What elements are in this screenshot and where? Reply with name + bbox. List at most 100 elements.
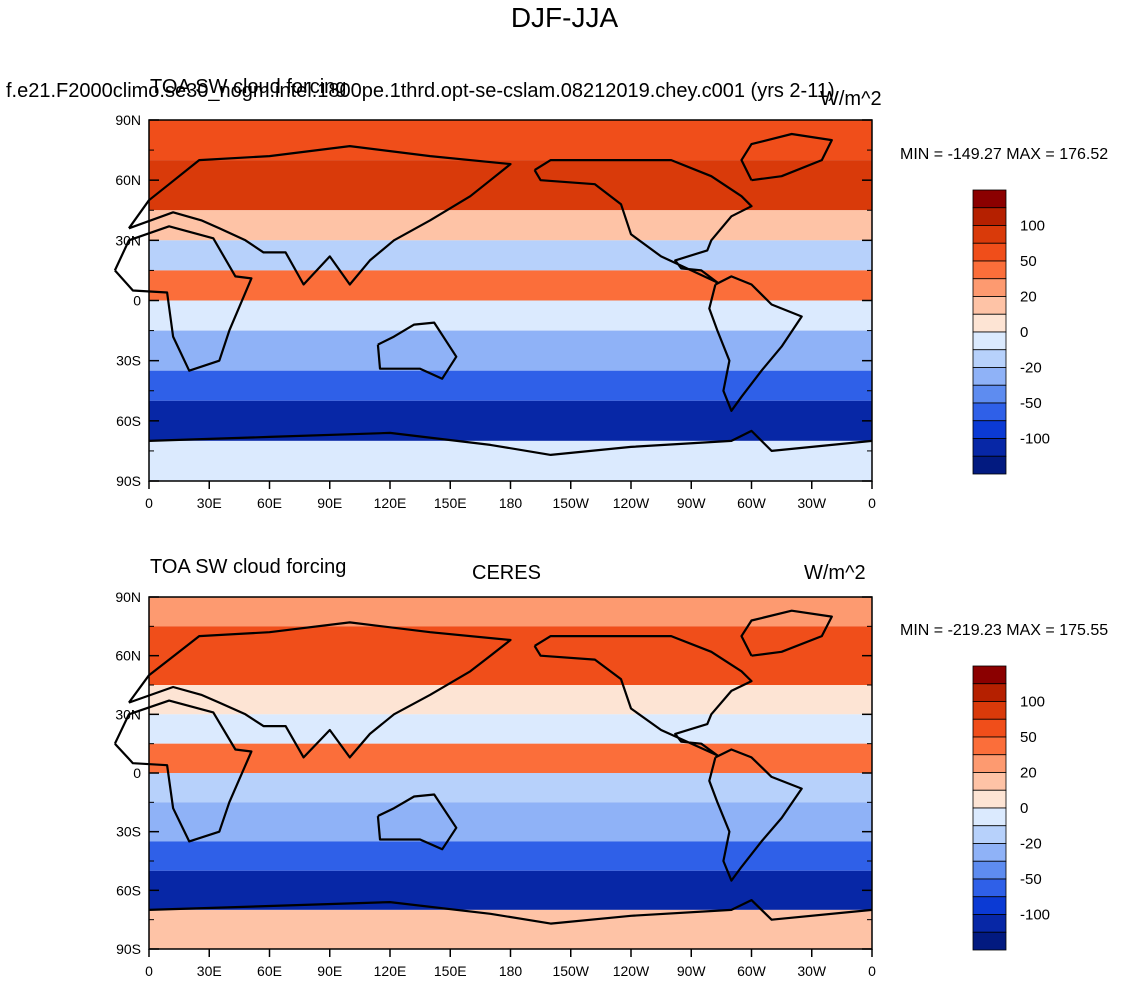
colorbar-swatch (972, 914, 1007, 933)
lat-tick-label: 90N (115, 112, 141, 128)
coastline (148, 429, 873, 456)
lon-tick-label: 180 (499, 495, 523, 511)
colorbar-swatch (972, 718, 1007, 738)
colorbar-swatch (972, 860, 1007, 880)
colorbar-swatch (972, 402, 1007, 422)
colorbar-label: 0 (1020, 800, 1028, 817)
colorbar-label: 0 (1020, 324, 1028, 341)
lon-tick-label: 60E (257, 495, 282, 511)
colorbar-label: -20 (1020, 836, 1042, 853)
lon-tick-label: 150E (434, 963, 467, 979)
colorbar-label: 50 (1020, 253, 1037, 270)
lon-tick-label: 150E (434, 495, 467, 511)
colorbar-swatch (972, 313, 1007, 333)
panel2-left-string: TOA SW cloud forcing (150, 556, 347, 578)
lon-tick-label: 0 (868, 495, 876, 511)
colorbar-swatch (972, 825, 1007, 844)
lon-tick-label: 30E (197, 963, 222, 979)
lon-tick-label: 60E (257, 963, 282, 979)
colorbar-swatch (972, 878, 1007, 898)
colorbar-swatch (972, 349, 1007, 368)
lon-tick-label: 120E (374, 963, 407, 979)
lon-tick-label: 30E (197, 495, 222, 511)
colorbar-label: 20 (1020, 765, 1037, 782)
panel1-minmax: MIN = -149.27 MAX = 176.52 (900, 146, 1108, 164)
panel1-right-string: W/m^2 (820, 88, 882, 110)
lat-tick-label: 60S (116, 413, 141, 429)
colorbar-swatch (972, 384, 1007, 404)
colorbar-swatch (972, 754, 1007, 773)
contour-band (149, 120, 872, 161)
coastline (708, 275, 803, 412)
colorbar-label: 20 (1020, 289, 1037, 306)
coastline (113, 225, 253, 372)
lon-tick-label: 90E (317, 963, 342, 979)
lon-tick-label: 150W (552, 963, 589, 979)
contour-band (149, 440, 872, 481)
lon-tick-label: 90W (677, 495, 707, 511)
contour-band (149, 240, 872, 271)
contour-band (149, 160, 872, 211)
lon-tick-label: 60W (737, 495, 767, 511)
lon-tick-label: 120E (374, 495, 407, 511)
coastline (113, 699, 253, 843)
lon-tick-label: 120W (613, 495, 650, 511)
lon-tick-label: 30W (797, 963, 827, 979)
contour-band (149, 330, 872, 371)
contour-band (149, 714, 872, 744)
colorbar-swatch (972, 931, 1007, 951)
lat-tick-label: 90N (115, 589, 141, 605)
colorbar-swatch (972, 278, 1007, 297)
coastline (148, 898, 873, 925)
coastline (128, 621, 512, 759)
colorbar-label: -50 (1020, 395, 1042, 412)
colorbar-swatch (972, 683, 1007, 702)
contour-band (149, 210, 872, 241)
panel1-left-string: f.e21.F2000climo.se30_nogm.intel.1800pe.… (6, 80, 835, 102)
colorbar-swatch (972, 331, 1007, 351)
colorbar-swatch (972, 896, 1007, 915)
coastline (128, 145, 512, 286)
contour-band (149, 870, 872, 910)
colorbar-swatch (972, 189, 1007, 209)
colorbar-swatch (972, 455, 1007, 475)
colorbar-label: 50 (1020, 729, 1037, 746)
colorbar-swatch (972, 789, 1007, 809)
contour-band (149, 400, 872, 441)
colorbar-label: -100 (1020, 431, 1050, 448)
colorbar-swatch (972, 420, 1007, 439)
lon-tick-label: 0 (868, 963, 876, 979)
colorbar-swatch (972, 807, 1007, 827)
lat-tick-label: 30N (115, 232, 141, 248)
lat-tick-label: 60N (115, 172, 141, 188)
lon-tick-label: 180 (499, 963, 523, 979)
colorbar-swatch (972, 843, 1007, 862)
lon-tick-label: 90E (317, 495, 342, 511)
colorbar-swatch (972, 665, 1007, 685)
panel2-center-string: CERES (472, 562, 541, 584)
colorbar-swatch (972, 772, 1007, 791)
panel2-right-string: W/m^2 (804, 562, 866, 584)
contour-band (149, 802, 872, 842)
contour-band (149, 300, 872, 331)
coastline (376, 793, 458, 851)
colorbar-label: -100 (1020, 907, 1050, 924)
contour-band (149, 909, 872, 949)
contour-band (149, 597, 872, 627)
coastline (376, 321, 458, 380)
colorbar-swatch (972, 260, 1007, 280)
coastline (533, 159, 753, 284)
figure-title: DJF-JJA (510, 2, 619, 33)
colorbar-swatch (972, 736, 1007, 756)
contour-band (149, 841, 872, 871)
lat-tick-label: 30S (116, 824, 141, 840)
lon-tick-label: 60W (737, 963, 767, 979)
lon-tick-label: 0 (145, 495, 153, 511)
coastline (708, 748, 803, 882)
panel1-center-string: TOA SW cloud forcing (150, 76, 347, 98)
lat-tick-label: 0 (133, 293, 141, 309)
lat-tick-label: 30N (115, 706, 141, 722)
lon-tick-label: 150W (552, 495, 589, 511)
lat-tick-label: 60N (115, 648, 141, 664)
